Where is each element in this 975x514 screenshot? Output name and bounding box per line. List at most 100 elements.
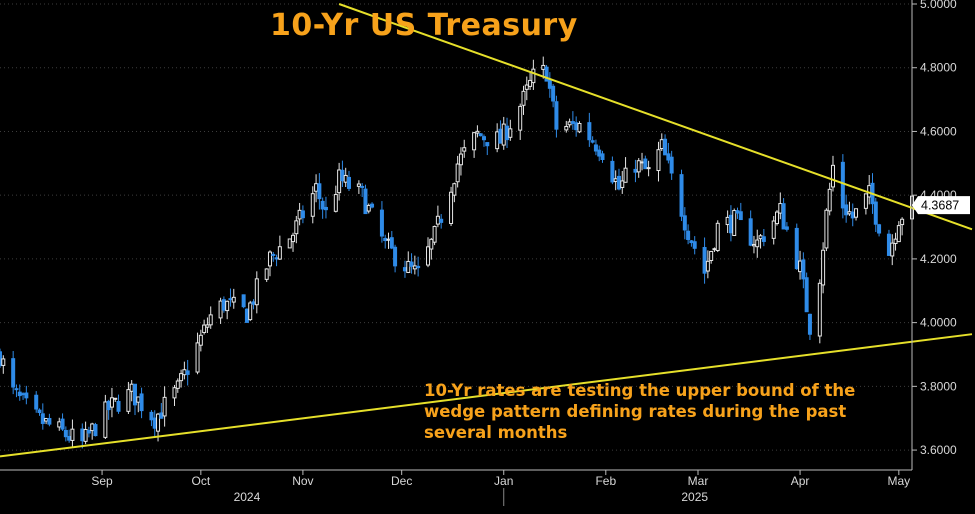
candle-body: [90, 423, 95, 432]
candle-body: [821, 249, 826, 286]
candle: [24, 385, 29, 405]
candle-body: [735, 210, 740, 214]
candle: [877, 223, 882, 237]
candle: [781, 198, 786, 230]
candle: [801, 252, 806, 289]
candle: [208, 306, 213, 329]
candle: [616, 168, 621, 191]
candle-body: [267, 251, 272, 267]
candle-body: [475, 130, 480, 134]
candle: [775, 210, 780, 226]
candle: [827, 182, 832, 216]
candle-body: [481, 136, 486, 141]
candle: [455, 155, 460, 188]
candle-body: [508, 128, 513, 138]
candle-body: [67, 435, 72, 441]
candle-body: [893, 238, 898, 245]
candle: [508, 119, 513, 141]
candle: [0, 348, 2, 368]
candle: [17, 384, 22, 401]
candle: [231, 288, 236, 309]
candle: [248, 300, 253, 322]
candle: [83, 421, 88, 445]
candle: [643, 155, 648, 170]
candle: [472, 131, 477, 158]
candle: [689, 239, 694, 247]
candle-body: [416, 265, 421, 269]
candle: [320, 197, 325, 219]
candle-body: [340, 169, 345, 182]
candle: [620, 171, 625, 194]
candle-body: [346, 176, 351, 189]
candle-body: [63, 429, 68, 438]
candle: [623, 157, 628, 183]
candle-body: [620, 180, 625, 188]
candle: [93, 422, 98, 437]
candle-body: [801, 259, 806, 280]
candle-body: [455, 163, 460, 183]
candle: [205, 317, 210, 334]
candle-body: [863, 193, 868, 209]
candle-body: [854, 208, 859, 218]
candle-body: [689, 240, 694, 244]
candle: [640, 152, 645, 171]
candle: [287, 238, 292, 249]
candle-body: [412, 265, 417, 270]
candle: [57, 417, 62, 431]
candle: [692, 236, 697, 255]
candle: [804, 272, 809, 313]
candle: [185, 359, 190, 386]
candlestick-series: [0, 56, 914, 449]
candle: [1, 355, 6, 374]
candle: [755, 229, 760, 258]
candle: [481, 134, 486, 147]
candle: [798, 250, 803, 280]
candle-body: [126, 389, 131, 412]
candle: [225, 300, 230, 320]
candle: [310, 186, 315, 224]
candle: [254, 271, 259, 314]
candle: [521, 85, 526, 115]
candle-body: [775, 211, 780, 225]
candle: [218, 297, 223, 324]
candle-body: [478, 133, 483, 137]
candle: [778, 192, 783, 220]
candle: [136, 396, 141, 413]
candle: [267, 250, 272, 277]
candle-body: [132, 383, 137, 406]
candle-body: [636, 160, 641, 173]
candle: [300, 205, 305, 224]
candle: [34, 391, 39, 413]
y-tick-label: 3.6000: [920, 443, 957, 457]
x-tick-label: Sep: [91, 474, 113, 488]
y-axis: 5.00004.80004.60004.40004.20004.00003.80…: [911, 0, 957, 470]
candle: [198, 329, 203, 352]
candle: [577, 121, 582, 134]
candle-body: [524, 84, 529, 90]
candle-body: [505, 125, 510, 141]
candle-body: [896, 225, 901, 243]
candle-body: [738, 211, 743, 221]
candle: [409, 253, 414, 274]
candle: [893, 232, 898, 251]
candle-body: [429, 238, 434, 250]
x-tick-label: Nov: [292, 474, 313, 488]
candle-body: [195, 342, 200, 373]
candle-body: [666, 153, 671, 161]
candle: [478, 133, 483, 137]
candle: [426, 237, 431, 268]
candle-body: [152, 417, 157, 429]
candle: [363, 184, 368, 215]
candle: [771, 216, 776, 245]
candle-body: [646, 167, 651, 170]
candle-body: [103, 401, 108, 438]
candle: [244, 308, 249, 323]
candle: [597, 145, 602, 162]
candle: [821, 242, 826, 294]
candle: [393, 244, 398, 273]
candle: [633, 159, 638, 183]
candle: [294, 215, 299, 244]
candle: [47, 413, 52, 427]
candle: [495, 123, 500, 153]
candle-body: [17, 391, 22, 397]
